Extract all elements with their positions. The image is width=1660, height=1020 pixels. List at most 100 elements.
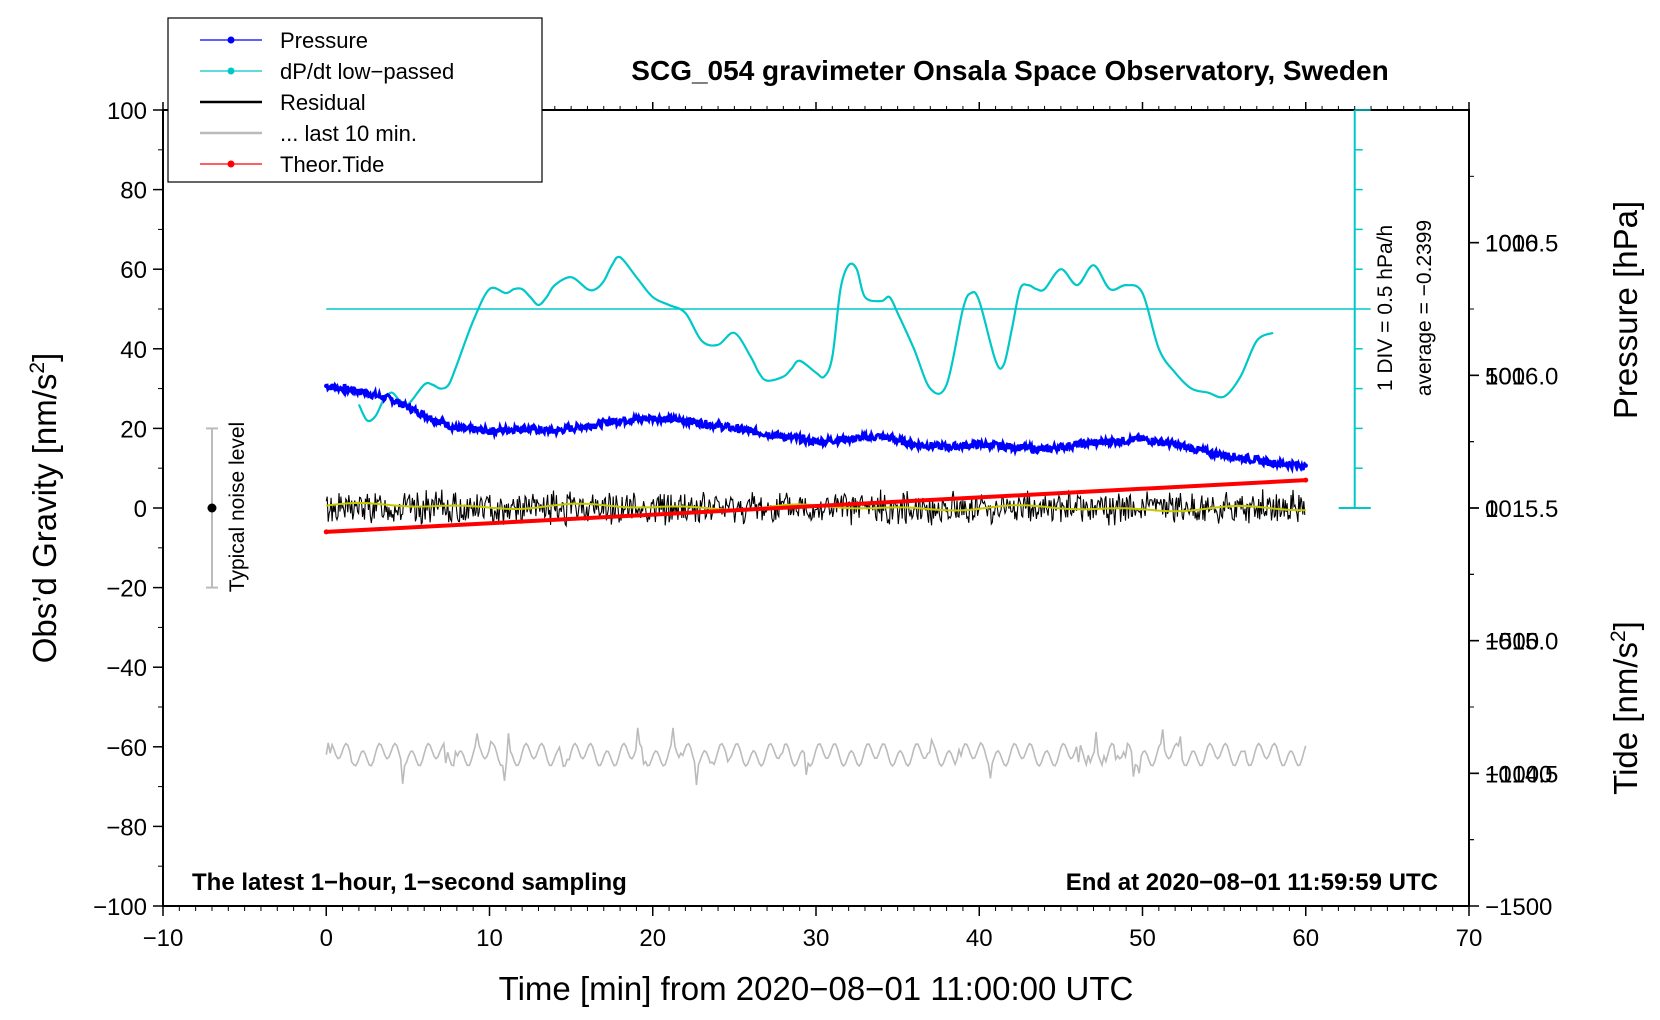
series-pressure-point	[1303, 463, 1308, 468]
chart-title: SCG_054 gravimeter Onsala Space Observat…	[631, 55, 1388, 86]
series-pressure-point	[1270, 460, 1276, 466]
series-tide-line	[326, 478, 1306, 534]
series-tide-point	[323, 529, 329, 535]
series-pressure-point	[1205, 450, 1211, 455]
y-axis-title-left-close: ]	[26, 353, 63, 362]
series-pressure-point	[422, 412, 427, 418]
y-tick-label: 100	[107, 98, 147, 125]
y-tick-label: 0	[134, 496, 147, 523]
x-tick-label: 10	[476, 925, 503, 952]
series-pressure-point	[1172, 442, 1178, 447]
x-axis-title: Time [min] from 2020−08−01 11:00:00 UTC	[499, 970, 1134, 1007]
series-pressure-point	[1238, 455, 1243, 460]
series-pressure-point	[552, 428, 557, 434]
tide-tick-labels: 1000 500 0 −500 −1000 −1500	[1485, 231, 1552, 921]
y-axis-title-left: Obs’d Gravity [nm/s2]	[26, 353, 63, 664]
pressure-tick-labels: 1016.5 1016.0 1015.5 1015.0 1014.5	[1485, 231, 1558, 789]
legend-box	[167, 17, 543, 183]
legend-label: Pressure	[280, 28, 368, 53]
series-pressure-point	[1140, 436, 1145, 442]
series-pressure-point	[585, 423, 590, 428]
annotation-bottom-right: End at 2020−08−01 11:59:59 UTC	[1066, 869, 1438, 896]
legend: Pressure dP/dt low−passed Residual ... last…	[167, 17, 543, 183]
tide-tick-label: 1000	[1485, 231, 1538, 258]
series-pressure-point	[748, 428, 753, 434]
x-tick-label: 0	[320, 925, 333, 952]
series-pressure-point	[813, 439, 819, 444]
x-tick-label: 30	[803, 925, 830, 952]
x-tick-label: 40	[966, 925, 993, 952]
y-tick-label: −80	[106, 814, 147, 841]
y-axis-title-tide: Tide [nm/s2]	[1607, 621, 1644, 795]
x-tick-label: 50	[1129, 925, 1156, 952]
annotation-bottom-left: The latest 1−hour, 1−second sampling	[192, 869, 627, 896]
series-pressure-point	[389, 397, 394, 402]
x-tick-label: 70	[1456, 925, 1483, 952]
legend-marker	[227, 160, 235, 168]
y-tick-label: −60	[106, 735, 147, 762]
series-pressure-point	[1009, 444, 1015, 450]
series-pressure-point	[846, 436, 851, 442]
y-tick-label: −20	[106, 576, 147, 603]
noise-level-bar	[205, 427, 218, 589]
series-pressure-line	[325, 381, 1307, 475]
series-pressure-point	[454, 426, 460, 431]
pressure-tick-label: 1015.5	[1485, 496, 1558, 523]
series-pressure-point	[650, 415, 655, 420]
series-pressure-point	[1107, 439, 1113, 444]
series-layer	[323, 255, 1355, 786]
y-axis-title-tide-close: ]	[1607, 621, 1644, 630]
y-tick-label: 20	[120, 416, 147, 443]
pressure-tick-label: 1014.5	[1485, 761, 1558, 788]
legend-marker	[227, 36, 235, 44]
y-tick-label: 40	[120, 337, 147, 364]
y-axis-title-left-sup: 2	[26, 362, 49, 374]
series-pressure-point	[944, 444, 949, 450]
series-pressure-point	[519, 426, 525, 431]
annotation-noise: Typical noise level	[226, 422, 249, 592]
y-tick-label: −40	[106, 655, 147, 682]
legend-label: Theor.Tide	[280, 152, 384, 177]
y-axis-title-tide-sup: 2	[1607, 630, 1630, 642]
series-pressure-point	[324, 383, 329, 389]
legend-marker	[227, 67, 235, 75]
x-tick-label: −10	[143, 925, 184, 952]
series-dpdt-line	[357, 255, 1274, 423]
series-pressure-point	[879, 434, 884, 439]
x-tick-label: 60	[1292, 925, 1319, 952]
series-pressure-point	[715, 423, 721, 428]
y-left-tick-labels: 100 80 60 40 20 0 −20 −40 −60 −80 −100	[93, 98, 147, 921]
tide-tick-label: 500	[1485, 363, 1525, 390]
series-pressure-point	[781, 434, 786, 439]
series-pressure-point	[1075, 442, 1080, 447]
series-pressure-point	[683, 418, 688, 423]
x-tick-label: 20	[639, 925, 666, 952]
x-tick-labels: −10 0 10 20 30 40 50 60 70	[143, 925, 1483, 952]
tide-tick-label: 0	[1485, 496, 1498, 523]
annotation-average: average = −0.2399	[1413, 220, 1436, 396]
legend-label: ... last 10 min.	[280, 121, 417, 146]
series-tide-point	[1303, 477, 1309, 483]
pressure-tick-label: 1016.5	[1485, 231, 1558, 258]
tide-tick-label: −1000	[1485, 761, 1552, 788]
pressure-tick-label: 1016.0	[1485, 363, 1558, 390]
y-tick-label: 80	[120, 178, 147, 205]
y-axis-title-pressure: Pressure [hPa]	[1607, 201, 1644, 419]
legend-label: Residual	[280, 90, 366, 115]
tide-tick-label: −500	[1485, 629, 1539, 656]
annotation-div: 1 DIV = 0.5 hPa/h	[1374, 225, 1397, 391]
legend-label: dP/dt low−passed	[280, 59, 454, 84]
noise-bar-center	[207, 503, 217, 513]
tide-tick-label: −1500	[1485, 894, 1552, 921]
series-pressure-point	[1042, 447, 1047, 452]
series-pressure-point	[617, 418, 623, 423]
series-pressure-point	[487, 428, 492, 434]
y-tick-label: 60	[120, 257, 147, 284]
series-pressure-point	[356, 389, 362, 394]
series-pressure-point	[911, 442, 917, 447]
y-tick-label: −100	[93, 894, 147, 921]
series-last10-line	[325, 727, 1307, 786]
pressure-tick-label: 1015.0	[1485, 629, 1558, 656]
series-pressure-point	[977, 442, 982, 447]
